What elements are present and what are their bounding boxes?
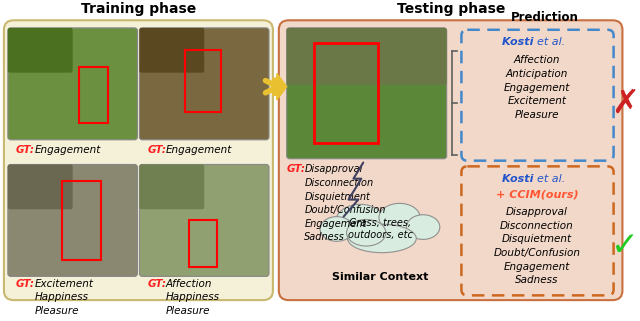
Text: GT:: GT: xyxy=(147,144,166,154)
FancyBboxPatch shape xyxy=(8,28,73,73)
FancyBboxPatch shape xyxy=(287,28,447,159)
FancyArrowPatch shape xyxy=(266,81,278,93)
Text: Disapproval
Disconnection
Disquietment
Doubt/Confusion
Engagement
Sadness: Disapproval Disconnection Disquietment D… xyxy=(493,207,580,285)
Text: GT:: GT: xyxy=(147,279,166,289)
Text: Prediction: Prediction xyxy=(511,11,579,24)
Text: Training phase: Training phase xyxy=(81,3,196,16)
FancyBboxPatch shape xyxy=(287,28,447,85)
Text: Kosti: Kosti xyxy=(502,174,537,184)
Text: ✗: ✗ xyxy=(611,86,639,119)
Text: Affection
Anticipation
Engagement
Excitement
Pleasure: Affection Anticipation Engagement Excite… xyxy=(504,56,570,120)
Ellipse shape xyxy=(336,204,385,239)
FancyBboxPatch shape xyxy=(8,28,138,140)
Ellipse shape xyxy=(347,220,386,246)
FancyBboxPatch shape xyxy=(140,164,204,209)
FancyBboxPatch shape xyxy=(140,164,269,276)
Text: + CCIM(ours): + CCIM(ours) xyxy=(496,189,579,199)
Text: Grass, trees,
outdoors, etc: Grass, trees, outdoors, etc xyxy=(348,218,412,240)
Text: Excitement
Happiness
Pleasure: Excitement Happiness Pleasure xyxy=(35,279,93,316)
Text: GT:: GT: xyxy=(16,144,35,154)
FancyBboxPatch shape xyxy=(140,28,204,73)
Text: GT:: GT: xyxy=(287,164,306,175)
Text: Engagement: Engagement xyxy=(166,144,232,154)
Text: Similar Context: Similar Context xyxy=(332,272,428,282)
Text: GT:: GT: xyxy=(16,279,35,289)
FancyArrow shape xyxy=(273,74,287,100)
Text: Kosti: Kosti xyxy=(502,37,537,48)
Text: Engagement: Engagement xyxy=(35,144,100,154)
Bar xyxy=(189,221,217,267)
Bar xyxy=(79,67,108,123)
Bar xyxy=(62,181,101,260)
FancyBboxPatch shape xyxy=(140,28,269,140)
Ellipse shape xyxy=(379,204,420,232)
Text: Testing phase: Testing phase xyxy=(397,3,506,16)
Ellipse shape xyxy=(320,217,353,241)
FancyBboxPatch shape xyxy=(279,20,623,300)
FancyBboxPatch shape xyxy=(4,20,273,300)
Text: Disapproval
Disconnection
Disquietment
Doubt/Confusion
Engagement
Sadness: Disapproval Disconnection Disquietment D… xyxy=(305,164,386,242)
Bar xyxy=(185,50,221,112)
Text: et al.: et al. xyxy=(537,37,565,48)
Text: Affection
Happiness
Pleasure: Affection Happiness Pleasure xyxy=(166,279,220,316)
Bar xyxy=(314,43,378,143)
FancyBboxPatch shape xyxy=(8,164,138,276)
Ellipse shape xyxy=(348,224,416,253)
Ellipse shape xyxy=(406,215,440,239)
FancyBboxPatch shape xyxy=(8,164,73,209)
Text: et al.: et al. xyxy=(537,174,565,184)
Text: ✓: ✓ xyxy=(611,229,639,262)
